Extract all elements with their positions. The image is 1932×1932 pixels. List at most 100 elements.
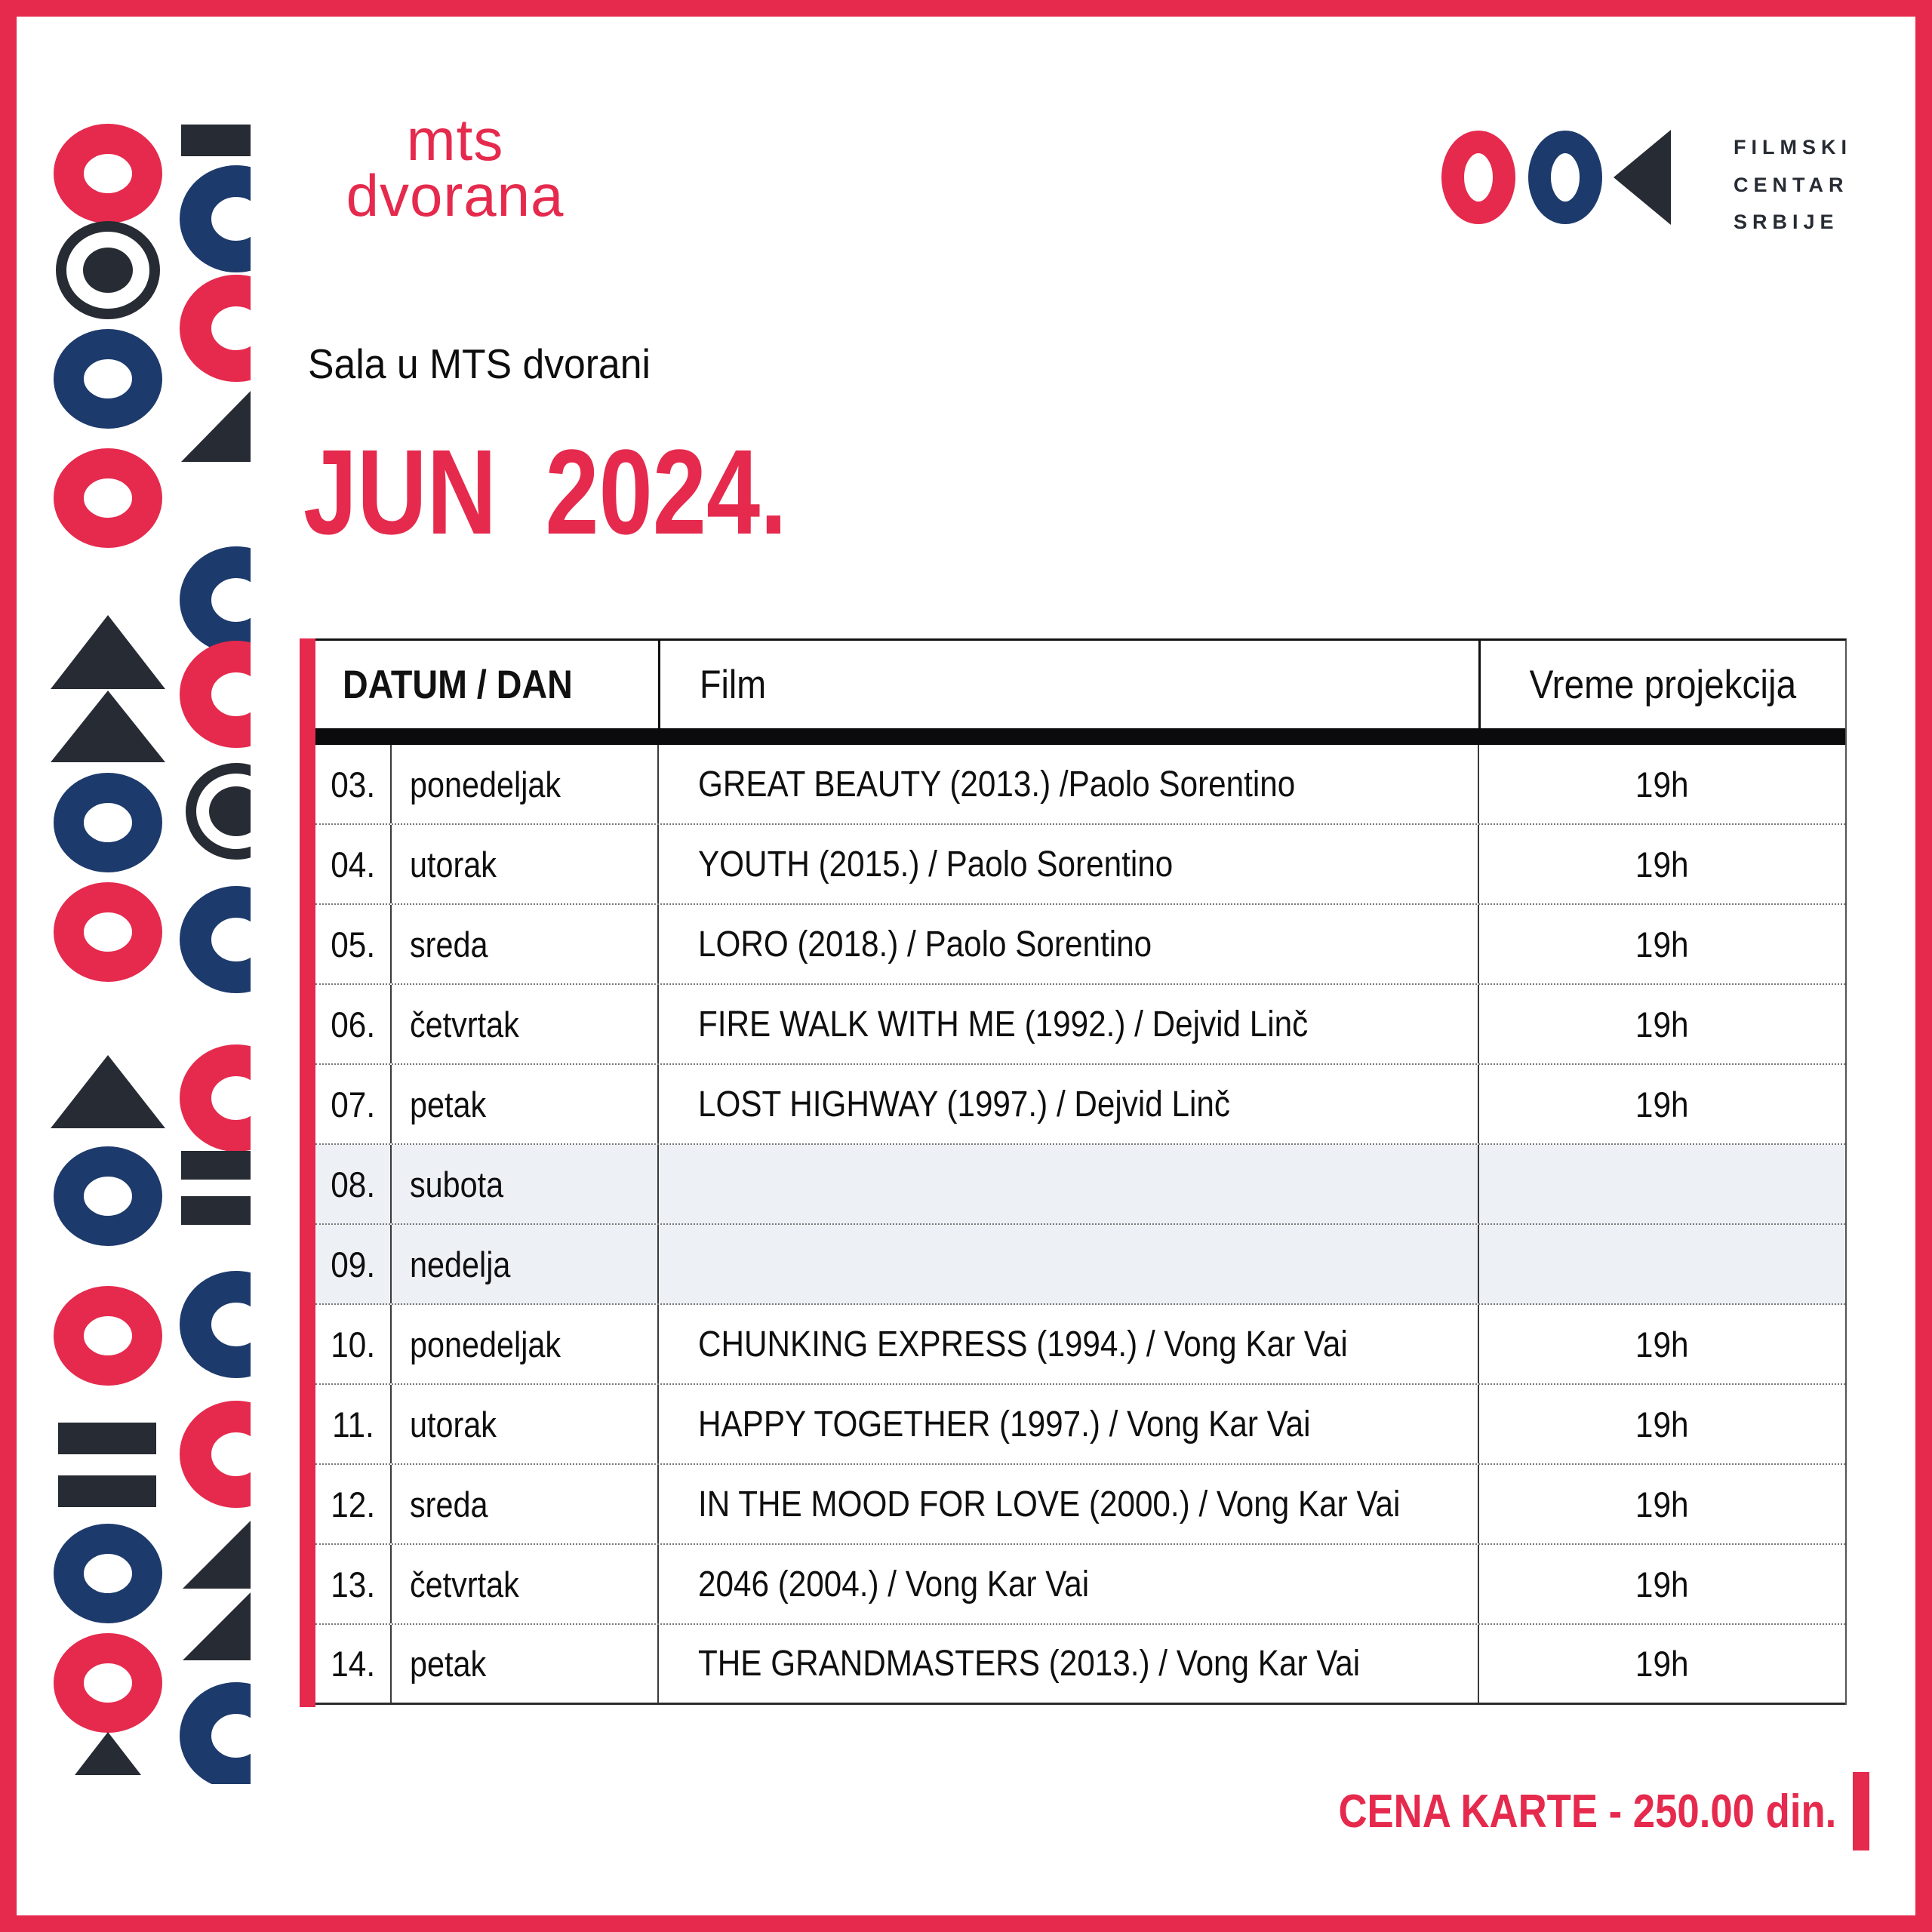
row-date: 03. (315, 745, 392, 823)
red-donut (54, 124, 162, 223)
row-date: 13. (315, 1545, 392, 1623)
price-label: CENA KARTE - 250.00 din. (1338, 1785, 1836, 1838)
small-triangle-up (75, 1732, 141, 1775)
row-time-text: 19h (1635, 1404, 1689, 1444)
navy-c-donut (180, 165, 251, 272)
black-bar (58, 1423, 156, 1454)
target-circle (56, 221, 160, 319)
row-film: HAPPY TOGETHER (1997.) / Vong Kar Vai (659, 1385, 1479, 1463)
row-day: ponedeljak (392, 1305, 659, 1383)
row-film: 2046 (2004.) / Vong Kar Vai (659, 1545, 1479, 1623)
row-date: 06. (315, 985, 392, 1063)
table-content: DATUM / DAN Film Vreme projekcija 03. pon… (315, 638, 1847, 1705)
row-time: 19h (1479, 825, 1845, 903)
row-film-text: LOST HIGHWAY (1997.) / Dejvid Linč (698, 1084, 1231, 1124)
row-date-text: 12. (331, 1484, 375, 1524)
row-date-text: 08. (331, 1164, 375, 1204)
mts-logo-line2: dvorana (346, 162, 565, 229)
row-time: 19h (1479, 905, 1845, 983)
row-time-text: 19h (1635, 1324, 1689, 1364)
row-day: petak (392, 1065, 659, 1143)
table-row: 06. četvrtak FIRE WALK WITH ME (1992.) / D… (315, 985, 1845, 1065)
red-donut (54, 1286, 162, 1386)
row-date-text: 03. (331, 764, 375, 804)
row-film-text: FIRE WALK WITH ME (1992.) / Dejvid Linč (698, 1004, 1309, 1044)
row-day-text: ponedeljak (410, 1324, 561, 1364)
row-film-text: 2046 (2004.) / Vong Kar Vai (698, 1564, 1090, 1604)
row-film: CHUNKING EXPRESS (1994.) / Vong Kar Vai (659, 1305, 1479, 1383)
table-header-row: DATUM / DAN Film Vreme projekcija (315, 641, 1845, 728)
row-time-text: 19h (1635, 1084, 1689, 1124)
row-date-text: 07. (331, 1084, 375, 1124)
row-date-text: 05. (331, 924, 375, 964)
row-day: četvrtak (392, 985, 659, 1063)
row-day-text: subota (410, 1164, 504, 1204)
header-film: Film (660, 641, 1481, 728)
row-day-text: petak (410, 1084, 487, 1124)
table-row: 09. nedelja (315, 1225, 1845, 1305)
row-date: 11. (315, 1385, 392, 1463)
row-film: FIRE WALK WITH ME (1992.) / Dejvid Linč (659, 985, 1479, 1063)
right-triangle (181, 391, 251, 462)
mts-logo-line1: mts (406, 106, 504, 173)
row-time (1479, 1225, 1845, 1303)
row-date: 12. (315, 1465, 392, 1543)
row-day-text: petak (410, 1644, 487, 1684)
row-film (659, 1225, 1479, 1303)
row-day-text: četvrtak (410, 1564, 519, 1604)
row-day-text: četvrtak (410, 1004, 519, 1044)
mts-dvorana-logo: mts dvorana (338, 106, 572, 229)
row-date: 07. (315, 1065, 392, 1143)
red-c-donut (180, 275, 251, 382)
row-time: 19h (1479, 1385, 1845, 1463)
row-film: THE GRANDMASTERS (2013.) / Vong Kar Vai (659, 1625, 1479, 1703)
red-c-donut (180, 1401, 251, 1508)
row-date: 09. (315, 1225, 392, 1303)
row-day: petak (392, 1625, 659, 1703)
triangle-up (51, 615, 165, 689)
price-accent-bar (1853, 1772, 1869, 1850)
row-day-text: ponedeljak (410, 764, 561, 804)
row-day: ponedeljak (392, 745, 659, 823)
row-film-text: IN THE MOOD FOR LOVE (2000.) / Vong Kar … (698, 1484, 1401, 1524)
row-date-text: 13. (331, 1564, 375, 1604)
row-time: 19h (1479, 1545, 1845, 1623)
table-row: 10. ponedeljak CHUNKING EXPRESS (1994.) / … (315, 1305, 1845, 1385)
row-film: LOST HIGHWAY (1997.) / Dejvid Linč (659, 1065, 1479, 1143)
right-triangle (183, 1592, 251, 1660)
table-row: 04. utorak YOUTH (2015.) / Paolo Sorentino… (315, 825, 1845, 905)
deco-column-left (51, 124, 165, 1775)
table-row: 12. sreda IN THE MOOD FOR LOVE (2000.) / V… (315, 1465, 1845, 1545)
row-time: 19h (1479, 745, 1845, 823)
fcs-red-ring (1441, 131, 1515, 224)
row-date: 14. (315, 1625, 392, 1703)
row-time: 19h (1479, 1625, 1845, 1703)
decorative-pattern (51, 124, 251, 1784)
row-date-text: 10. (331, 1324, 375, 1364)
row-time-text: 19h (1635, 1004, 1689, 1044)
fcs-navy-ring (1528, 131, 1602, 224)
row-date: 10. (315, 1305, 392, 1383)
venue-subtitle: Sala u MTS dvorani (308, 340, 651, 387)
table-row: 03. ponedeljak GREAT BEAUTY (2013.) /Paolo… (315, 745, 1845, 825)
row-time: 19h (1479, 1465, 1845, 1543)
row-day-text: utorak (410, 844, 497, 884)
row-day-text: sreda (410, 1484, 488, 1524)
row-day: utorak (392, 1385, 659, 1463)
row-film-text: CHUNKING EXPRESS (1994.) / Vong Kar Vai (698, 1324, 1348, 1364)
table-row: 07. petak LOST HIGHWAY (1997.) / Dejvid Li… (315, 1065, 1845, 1145)
row-film-text: THE GRANDMASTERS (2013.) / Vong Kar Vai (698, 1644, 1361, 1684)
row-film: GREAT BEAUTY (2013.) /Paolo Sorentino (659, 745, 1479, 823)
table-row: 05. sreda LORO (2018.) / Paolo Sorentino 19… (315, 905, 1845, 985)
row-time-text: 19h (1635, 1644, 1689, 1684)
row-day: sreda (392, 1465, 659, 1543)
fcs-logo-text: FILMSKI CENTAR SRBIJE (1734, 129, 1852, 242)
navy-donut (54, 773, 162, 872)
row-day: sreda (392, 905, 659, 983)
triangle-up (51, 1055, 165, 1128)
red-donut (54, 1633, 162, 1733)
black-bar (58, 1475, 156, 1507)
deco-column-right (180, 125, 251, 1784)
row-day: subota (392, 1145, 659, 1223)
row-day-text: utorak (410, 1404, 497, 1444)
